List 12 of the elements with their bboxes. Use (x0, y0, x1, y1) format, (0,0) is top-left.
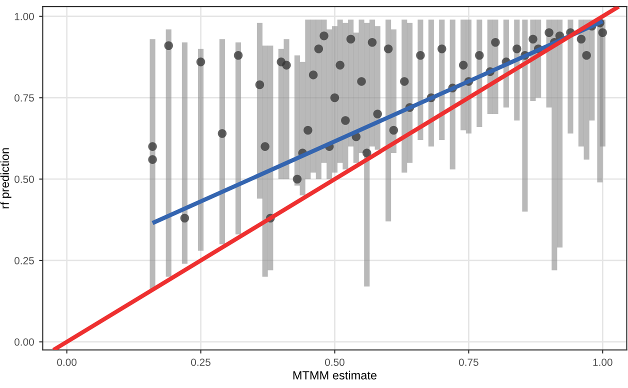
y-tick-label: 0.75 (14, 94, 34, 102)
x-tick-label: 0.75 (458, 358, 478, 366)
x-tick-label: 0.25 (191, 358, 210, 366)
x-axis-title: MTMM estimate (293, 370, 377, 380)
y-tick-label: 1.00 (14, 12, 34, 20)
x-tick-label: 0.00 (57, 358, 77, 366)
x-tick-label: 1.00 (593, 358, 612, 366)
y-axis-title: rf prediction (0, 148, 12, 208)
x-tick-label: 0.50 (324, 358, 344, 366)
y-tick-label: 0.00 (14, 338, 34, 346)
y-tick-label: 0.50 (14, 176, 34, 183)
y-tick-label: 0.25 (14, 256, 34, 264)
